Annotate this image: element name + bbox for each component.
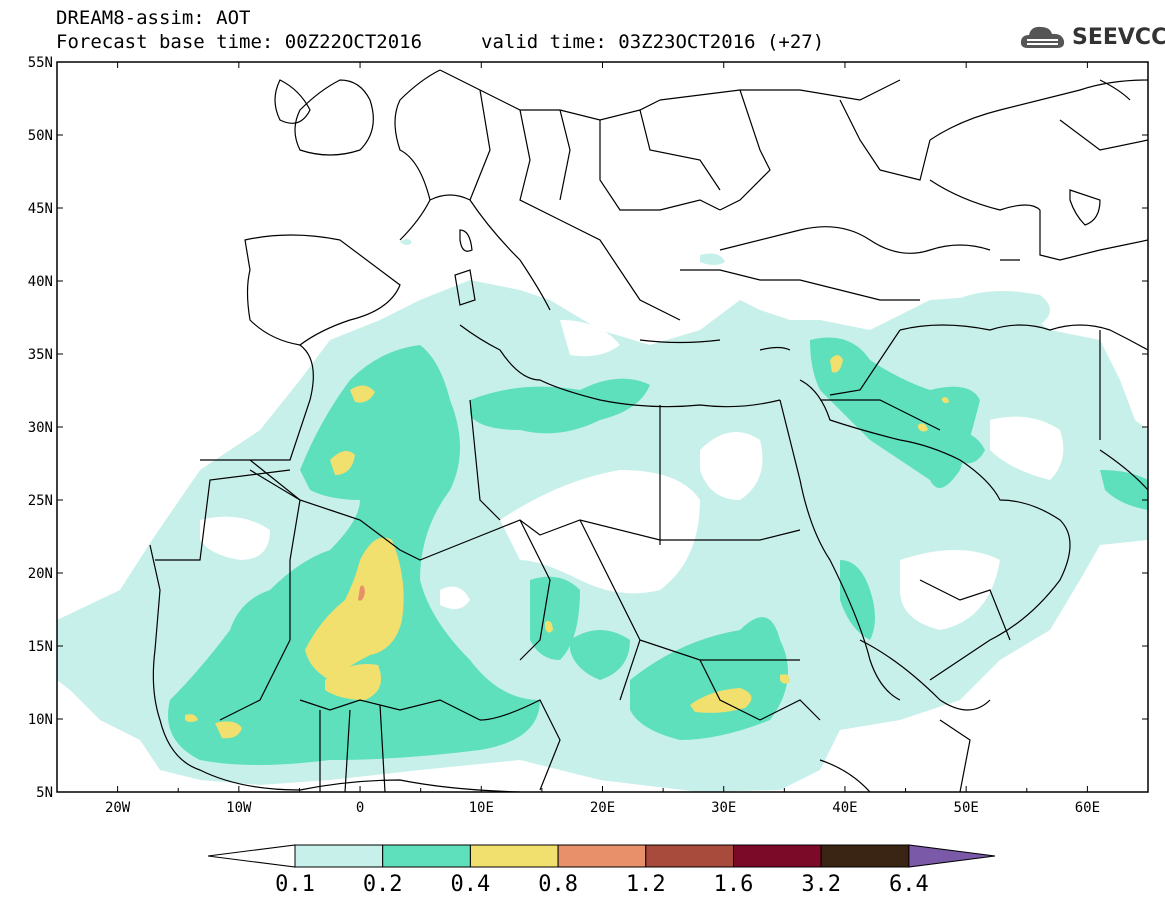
- aot-field: [57, 69, 1148, 792]
- logo-text: SEEVCCC: [1072, 24, 1165, 50]
- lat-label: 5N: [36, 785, 53, 801]
- colorbar-label: 0.8: [538, 872, 578, 897]
- colorbar-segment: [382, 844, 471, 868]
- colorbar-segment: [645, 844, 734, 868]
- lon-label: 20E: [590, 800, 615, 816]
- colorbar-segment: [820, 844, 910, 868]
- colorbar-left-arrow: [207, 844, 296, 868]
- lon-label: 20W: [105, 800, 131, 816]
- colorbar-label: 1.6: [714, 872, 754, 897]
- colorbar-label: 6.4: [889, 872, 929, 897]
- forecast-times: Forecast base time: 00Z22OCT2016 valid ti…: [56, 31, 824, 53]
- lat-label: 20N: [28, 566, 53, 582]
- lat-label: 35N: [28, 347, 53, 363]
- colorbar-label: 3.2: [801, 872, 841, 897]
- colorbar-segment: [294, 844, 384, 868]
- lon-label: 10E: [469, 800, 494, 816]
- lat-label: 50N: [28, 128, 53, 144]
- colorbar-right-arrow: [908, 844, 996, 868]
- lat-label: 25N: [28, 493, 53, 509]
- colorbar-segment: [733, 844, 822, 868]
- lat-label: 45N: [28, 201, 53, 217]
- lat-label: 55N: [28, 55, 53, 71]
- country-borders: [149, 69, 1148, 792]
- lat-label: 15N: [28, 639, 53, 655]
- aot-level-0-4: [185, 355, 949, 739]
- lon-label: 40E: [832, 800, 857, 816]
- longitude-axis: 20W 10W 0 10E 20E 30E 40E 50E 60E: [56, 62, 1149, 816]
- map-title: DREAM8-assim: AOT: [56, 7, 251, 29]
- colorbar-label: 0.1: [275, 872, 315, 897]
- lat-label: 40N: [28, 274, 53, 290]
- colorbar-segment: [557, 844, 647, 868]
- colorbar-label: 0.4: [451, 872, 491, 897]
- colorbar: 0.1 0.2 0.4 0.8 1.2 1.6 3.2 6.4: [207, 844, 996, 897]
- lon-label: 10W: [226, 800, 252, 816]
- lat-label: 30N: [28, 420, 53, 436]
- valid-time: valid time: 03Z23OCT2016 (+27): [481, 31, 825, 53]
- seevccc-logo: SEEVCCC: [1018, 20, 1165, 54]
- cloud-logo-icon: [1020, 26, 1065, 48]
- aot-level-0-8: [358, 585, 365, 601]
- latitude-axis: 55N 50N 45N 40N 35N 30N 25N 20N 15N 10N 5N: [28, 55, 1148, 801]
- aot-gaps: [200, 320, 1064, 630]
- lat-label: 10N: [28, 712, 53, 728]
- lon-label: 30E: [711, 800, 736, 816]
- lon-label: 0: [356, 800, 364, 816]
- lon-label: 60E: [1075, 800, 1100, 816]
- lon-label: 50E: [954, 800, 979, 816]
- colorbar-label: 1.2: [626, 872, 666, 897]
- base-time: Forecast base time: 00Z22OCT2016: [56, 31, 423, 53]
- colorbar-label: 0.2: [363, 872, 403, 897]
- colorbar-segment: [469, 844, 559, 868]
